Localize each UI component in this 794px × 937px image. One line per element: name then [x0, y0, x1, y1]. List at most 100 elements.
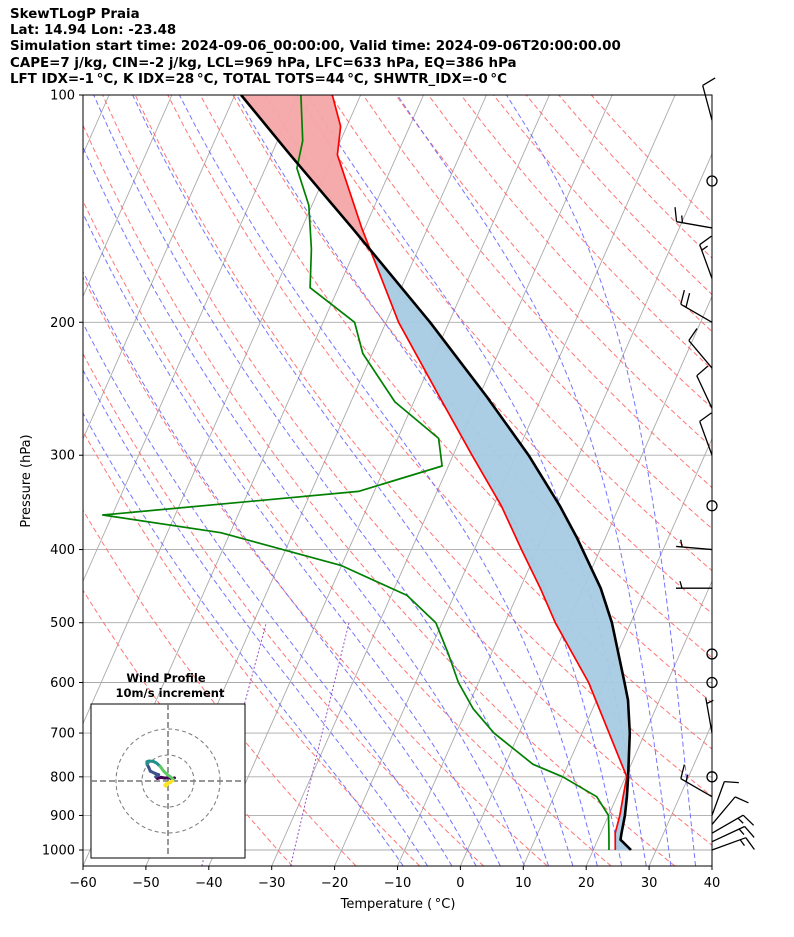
inset-subtitle: 10m/s increment [116, 686, 225, 700]
barb-half-feather [680, 539, 683, 548]
chart-title: SkewTLogP Praia [10, 7, 140, 22]
x-tick-label: −50 [132, 876, 159, 891]
calm-wind-circle [706, 175, 718, 187]
time-line: Simulation start time: 2024-09-06_00:00:… [10, 39, 621, 55]
cape-line: CAPE=7 j/kg, CIN=-2 j/kg, LCL=969 hPa, L… [10, 55, 517, 71]
wind-barb [702, 77, 716, 121]
y-tick-label: 600 [50, 676, 75, 691]
y-tick-label: 800 [50, 770, 75, 785]
calm-wind-circle [706, 676, 718, 689]
calm-wind-circle [706, 771, 718, 783]
x-tick-label: 30 [641, 876, 658, 891]
moist-adiabat [83, 322, 453, 866]
wind-barb [676, 580, 712, 589]
barb-half-feather [681, 215, 684, 223]
barb-shaft [696, 375, 713, 409]
temperature-line [331, 95, 628, 851]
dry-adiabat [525, 95, 712, 296]
barb-half-feather [737, 817, 744, 824]
y-axis-ticks: 100 200 300 400 500 600 700 800 900 1000 [42, 89, 83, 859]
x-tick-label: 40 [704, 876, 721, 891]
y-tick-label: 500 [50, 616, 75, 631]
inset-body [91, 704, 245, 858]
barb-shaft [688, 340, 713, 369]
dry-adiabat [167, 95, 712, 750]
isotherm-line [83, 95, 299, 583]
background-lines [83, 95, 712, 866]
moist-adiabat [83, 212, 501, 866]
barb-half-feather [739, 839, 745, 847]
moist-adiabat [506, 95, 697, 866]
moist-adiabat [83, 369, 429, 866]
wind-barb [680, 764, 713, 798]
barb-feather [699, 412, 712, 422]
barb-feather [685, 292, 691, 308]
moist-adiabat [132, 95, 574, 866]
wind-barb [711, 814, 755, 834]
parcel-line [240, 95, 632, 851]
barb-feather [724, 780, 739, 784]
y-tick-label: 400 [50, 543, 75, 558]
profile-lines [101, 95, 632, 851]
hodograph-inset: Wind Profile 10m/s increment [90, 671, 246, 859]
wind-barb [676, 539, 713, 551]
wind-barb [688, 328, 713, 369]
cape-area [371, 253, 631, 850]
hodograph-segment [167, 779, 175, 785]
wind-barb [711, 780, 739, 816]
wind-barb [711, 796, 749, 825]
barb-feather [745, 837, 755, 850]
x-axis-ticks: −60 −50 −40 −30 −20 −10 0 10 20 30 40 [69, 866, 720, 891]
isotherm-line [83, 95, 173, 298]
chart-header: SkewTLogP Praia Lat: 14.94 Lon: -23.48 S… [10, 7, 621, 88]
barb-feather [674, 207, 678, 222]
location-line: Lat: 14.94 Lon: -23.48 [10, 23, 177, 39]
wind-barb [699, 412, 713, 456]
dry-adiabat [297, 95, 712, 572]
wind-barb [699, 235, 713, 279]
barb-feather [699, 235, 712, 246]
moist-adiabat [236, 95, 623, 866]
y-tick-label: 300 [50, 449, 75, 464]
dry-adiabat [395, 95, 712, 448]
isotherm-line [208, 95, 550, 866]
dry-adiabat [83, 123, 676, 866]
barb-shaft [699, 421, 713, 456]
moist-adiabat [83, 146, 525, 866]
dry-adiabat [83, 352, 484, 866]
inset-title: Wind Profile [126, 671, 206, 685]
barb-feather [680, 289, 685, 305]
barb-shaft [676, 221, 713, 229]
wind-barb [711, 825, 755, 843]
moist-adiabat [83, 412, 404, 866]
barb-feather [744, 826, 755, 838]
y-tick-label: 200 [50, 316, 75, 331]
indices-line: LFT IDX=-1 °C, K IDX=28 °C, TOTAL TOTS=4… [10, 71, 507, 87]
barb-shaft [702, 85, 713, 121]
isotherm-line [83, 95, 236, 440]
isotherm-line [711, 864, 712, 866]
isotherm-line [459, 295, 712, 866]
barb-feather [680, 764, 685, 779]
isotherm-line [585, 580, 712, 866]
barb-half-feather [706, 699, 714, 705]
barb-half-feather [685, 774, 689, 782]
isotherm-line [83, 95, 362, 725]
dry-adiabat [558, 95, 712, 259]
x-tick-label: 0 [456, 876, 464, 891]
x-tick-label: −10 [384, 876, 411, 891]
x-tick-label: −60 [69, 876, 96, 891]
barb-feather [734, 796, 749, 804]
moist-adiabat [178, 95, 598, 866]
mixing-ratio-line [290, 622, 350, 866]
wind-barb [680, 289, 713, 323]
barb-half-feather [738, 828, 745, 835]
x-tick-label: 10 [515, 876, 532, 891]
barb-feather [702, 77, 716, 87]
x-tick-label: −20 [321, 876, 348, 891]
wind-barb [696, 365, 713, 409]
wind-barb [705, 697, 714, 734]
x-axis-label: Temperature ( °C) [340, 897, 456, 912]
y-tick-label: 700 [50, 727, 75, 742]
